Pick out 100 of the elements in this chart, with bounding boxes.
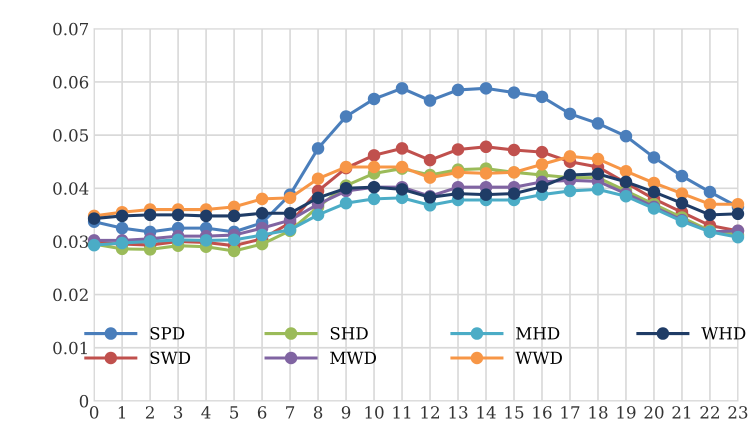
x-tick-label: 4 <box>201 406 211 418</box>
legend-label: WWD <box>515 352 562 364</box>
point <box>592 183 604 196</box>
x-tick-label: 6 <box>258 406 266 419</box>
x-tick-label: 21 <box>672 406 690 418</box>
point <box>648 151 660 164</box>
point <box>368 92 380 106</box>
x-tick-label: 23 <box>728 406 748 419</box>
point <box>620 130 632 142</box>
point <box>676 196 688 210</box>
point <box>228 234 240 246</box>
x-tick-label: 3 <box>174 406 182 419</box>
point <box>256 228 268 242</box>
x-tick-label: 14 <box>477 406 496 418</box>
point <box>508 144 520 156</box>
point <box>564 168 576 182</box>
point <box>704 198 716 210</box>
point <box>396 82 408 95</box>
point <box>592 152 604 166</box>
x-tick-label: 12 <box>421 406 439 418</box>
point <box>312 172 324 185</box>
point <box>480 188 492 201</box>
legend-label: MWD <box>330 352 376 364</box>
point <box>648 186 660 198</box>
point <box>424 154 436 166</box>
y-tick-label: 0.03 <box>53 235 88 248</box>
point <box>340 110 352 123</box>
x-tick-label: 22 <box>700 406 719 418</box>
point <box>396 142 408 155</box>
point <box>312 192 324 204</box>
point <box>508 86 520 99</box>
x-tick-label: 11 <box>393 406 410 418</box>
point <box>480 167 492 180</box>
x-tick-label: 13 <box>449 406 468 419</box>
point <box>452 84 464 96</box>
point <box>396 183 408 196</box>
point <box>676 170 688 182</box>
point <box>312 142 324 155</box>
point <box>368 160 380 174</box>
x-tick-label: 2 <box>146 406 154 418</box>
y-tick-label: 0.04 <box>53 182 88 195</box>
point <box>256 192 268 206</box>
legend-label: WHD <box>701 327 746 340</box>
point <box>592 117 604 130</box>
point <box>256 207 268 220</box>
point <box>172 208 184 222</box>
point <box>508 187 520 200</box>
y-tick-label: 0.06 <box>53 76 88 89</box>
y-tick-label: 0.07 <box>53 22 88 36</box>
point <box>88 212 100 225</box>
legend-label: MHD <box>516 327 560 340</box>
y-tick-label: 0.02 <box>53 288 88 302</box>
point <box>536 90 548 104</box>
x-tick-label: 0 <box>90 406 98 419</box>
y-tick-label: 0.01 <box>53 342 87 354</box>
x-tick-label: 15 <box>505 406 524 419</box>
x-tick-label: 17 <box>561 406 580 418</box>
x-tick-label: 5 <box>230 406 238 419</box>
point <box>424 171 436 184</box>
point <box>704 186 716 198</box>
y-tick-label: 0 <box>80 394 88 408</box>
point <box>564 150 576 163</box>
point <box>536 158 548 171</box>
point <box>284 207 296 220</box>
x-tick-label: 9 <box>342 406 350 419</box>
point <box>536 146 548 158</box>
point <box>452 187 464 200</box>
x-tick-label: 20 <box>644 406 664 419</box>
point <box>368 192 380 206</box>
x-tick-label: 8 <box>314 406 322 419</box>
point <box>592 168 604 180</box>
x-tick-label: 19 <box>617 406 636 419</box>
point <box>228 244 240 258</box>
point <box>200 210 212 222</box>
y-tick-label: 0.05 <box>53 129 88 142</box>
x-tick-label: 16 <box>533 406 552 419</box>
point <box>116 222 128 234</box>
point <box>452 143 464 156</box>
point <box>144 208 156 222</box>
point <box>284 192 296 204</box>
point <box>564 108 576 120</box>
point <box>620 190 632 202</box>
point <box>368 149 380 162</box>
point <box>340 182 352 195</box>
point <box>144 235 156 248</box>
point <box>480 82 492 95</box>
point <box>564 184 576 198</box>
point <box>116 210 128 222</box>
point <box>340 196 352 210</box>
legend-label: SWD <box>150 351 190 364</box>
legend-label: SPD <box>150 327 184 340</box>
point <box>732 208 744 220</box>
point <box>424 94 436 107</box>
point <box>480 140 492 154</box>
x-tick-label: 18 <box>589 406 608 419</box>
point <box>620 165 632 178</box>
point <box>452 166 464 179</box>
point <box>312 208 324 222</box>
point <box>228 210 240 222</box>
point <box>536 180 548 193</box>
